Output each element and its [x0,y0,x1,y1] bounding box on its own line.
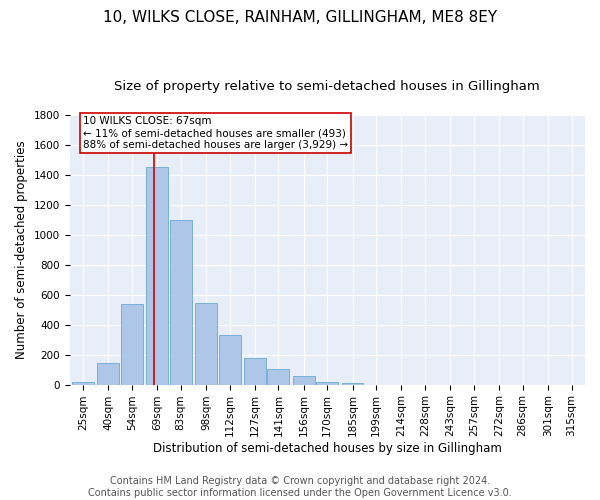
Y-axis label: Number of semi-detached properties: Number of semi-detached properties [15,140,28,359]
Bar [293,376,314,384]
Text: Contains HM Land Registry data © Crown copyright and database right 2024.
Contai: Contains HM Land Registry data © Crown c… [88,476,512,498]
Bar [97,363,119,384]
Text: 10, WILKS CLOSE, RAINHAM, GILLINGHAM, ME8 8EY: 10, WILKS CLOSE, RAINHAM, GILLINGHAM, ME… [103,10,497,25]
Bar [268,369,289,384]
Bar [218,335,241,384]
Text: 10 WILKS CLOSE: 67sqm
← 11% of semi-detached houses are smaller (493)
88% of sem: 10 WILKS CLOSE: 67sqm ← 11% of semi-deta… [83,116,348,150]
Bar [195,303,217,384]
Bar [316,382,338,384]
Bar [170,220,191,384]
Bar [72,382,94,384]
X-axis label: Distribution of semi-detached houses by size in Gillingham: Distribution of semi-detached houses by … [153,442,502,455]
Title: Size of property relative to semi-detached houses in Gillingham: Size of property relative to semi-detach… [115,80,540,93]
Bar [244,358,266,384]
Bar [146,168,168,384]
Bar [121,304,143,384]
Bar [341,383,364,384]
